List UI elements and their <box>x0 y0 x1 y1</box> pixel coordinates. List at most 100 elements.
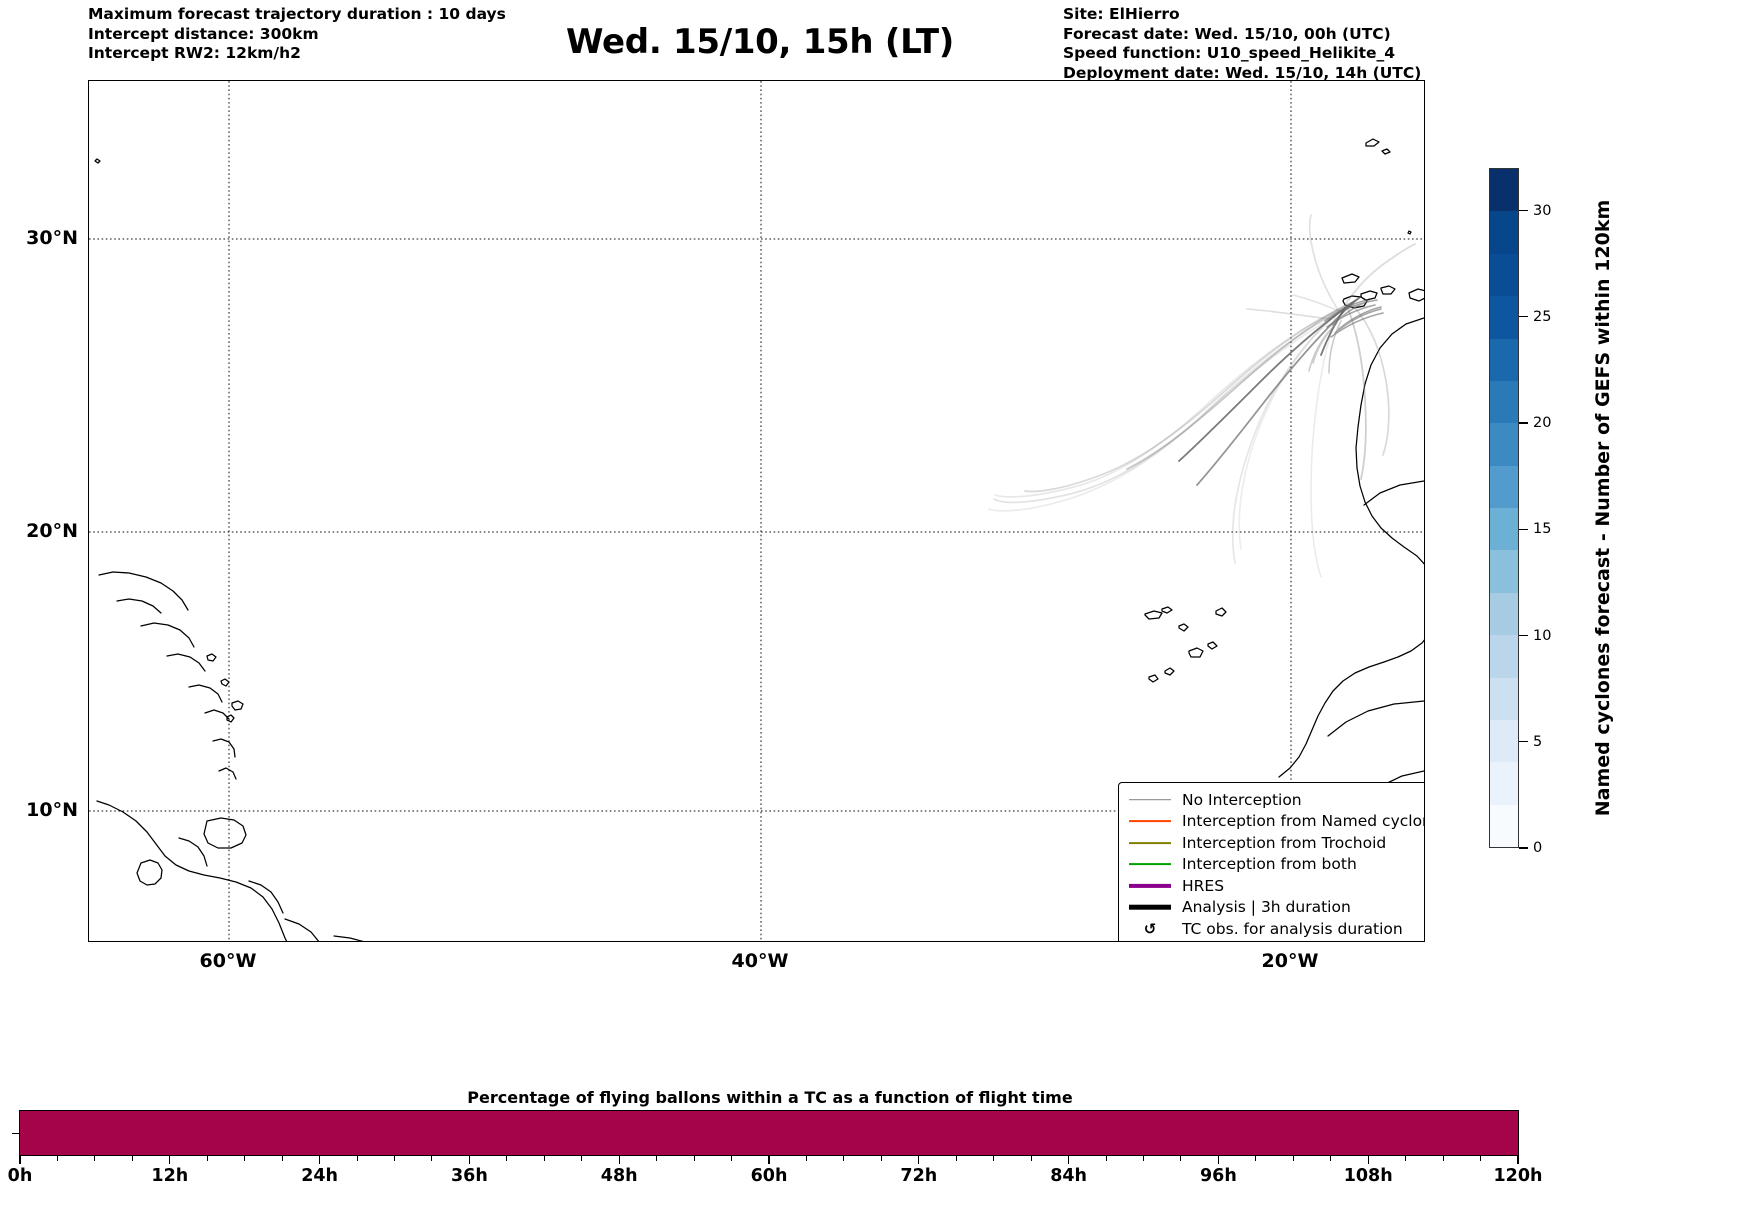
percentage-bar-tick-label: 48h <box>600 1166 638 1186</box>
percentage-bar-fill <box>20 1111 1518 1155</box>
percentage-bar-minor-tick <box>393 1156 396 1161</box>
map-xtick-label: 40°W <box>731 950 789 972</box>
legend-swatch-line <box>1129 793 1171 807</box>
colorbar-title: Named cyclones forecast - Number of GEFS… <box>1592 199 1614 817</box>
percentage-bar-tick <box>19 1156 21 1164</box>
percentage-bar-tick-label: 120h <box>1493 1166 1543 1186</box>
percentage-bar-minor-tick <box>581 1156 583 1161</box>
map-legend: No Interception Interception from Named … <box>1118 782 1424 941</box>
percentage-bar-minor-tick <box>843 1156 845 1161</box>
legend-row[interactable]: Analysis | 3h duration <box>1129 897 1417 919</box>
colorbar-tick <box>1519 741 1528 743</box>
coastlines <box>94 138 1424 941</box>
legend-row[interactable]: ↺ TC obs. for analysis duration <box>1129 918 1417 940</box>
colorbar-tick <box>1519 209 1528 212</box>
percentage-bar-ytick <box>12 1133 20 1135</box>
percentage-bar-tick-label: 60h <box>750 1166 788 1186</box>
legend-label: Interception from Named cyclone <box>1182 812 1425 831</box>
percentage-bar-minor-tick <box>731 1156 733 1161</box>
legend-label: No Interception <box>1182 790 1302 809</box>
percentage-bar-minor-tick <box>693 1156 695 1161</box>
colorbar-segment <box>1490 423 1518 466</box>
header-right-info: Site: ElHierro Forecast date: Wed. 15/10… <box>1063 5 1422 82</box>
colorbar-segment <box>1490 508 1518 551</box>
percentage-bar-tick <box>169 1156 171 1164</box>
colorbar-segment <box>1490 592 1518 636</box>
colorbar-tick-label: 0 <box>1533 840 1543 856</box>
percentage-bar-minor-tick <box>94 1156 96 1161</box>
legend-row[interactable]: Interception from Trochoid <box>1129 832 1417 854</box>
percentage-bar-minor-tick <box>1180 1156 1182 1161</box>
colorbar-tick <box>1519 528 1528 530</box>
legend-row[interactable]: Interception from both <box>1129 854 1417 876</box>
page-title: Wed. 15/10, 15h (LT) <box>566 22 954 62</box>
map-xtick-label: 60°W <box>199 950 257 972</box>
percentage-bar-tick-label: 0h <box>7 1166 33 1186</box>
percentage-bar-tick <box>468 1156 471 1164</box>
colorbar-segment <box>1490 380 1518 424</box>
percentage-bar-minor-tick <box>244 1156 246 1161</box>
colorbar-tick-label: 5 <box>1533 733 1543 750</box>
colorbar-tick-label: 30 <box>1533 202 1552 219</box>
percentage-bar-minor-tick <box>356 1156 358 1161</box>
map-xtick-label: 20°W <box>1261 950 1319 972</box>
colorbar-segment <box>1490 296 1518 339</box>
colorbar-segment <box>1490 465 1518 508</box>
percentage-bar-tick <box>918 1156 920 1164</box>
legend-row[interactable]: No Interception <box>1129 789 1417 811</box>
percentage-bar-tick <box>1367 1156 1369 1164</box>
map-plot-area[interactable]: No Interception Interception from Named … <box>88 80 1425 942</box>
percentage-bar-minor-tick <box>1030 1156 1032 1161</box>
percentage-bar-minor-tick <box>993 1156 995 1161</box>
percentage-bar-axes[interactable] <box>19 1110 1519 1156</box>
percentage-bar-minor-tick <box>1442 1156 1444 1161</box>
cyclone-icon: ↺ <box>1143 919 1157 938</box>
legend-swatch-line <box>1129 900 1171 914</box>
colorbar-tick-label: 20 <box>1533 415 1552 431</box>
colorbar-tick <box>1519 316 1528 318</box>
colorbar-segment <box>1490 677 1518 720</box>
percentage-bar-tick-label: 108h <box>1343 1166 1393 1186</box>
map-ytick-label: 10°N <box>26 799 78 821</box>
percentage-bar-minor-tick <box>281 1156 283 1161</box>
legend-label: TC obs. for analysis duration <box>1182 919 1403 938</box>
colorbar[interactable]: 0 5 10 15 20 25 30 <box>1489 168 1551 856</box>
percentage-bar-minor-tick <box>1405 1156 1407 1161</box>
legend-label: Interception from both <box>1182 855 1357 874</box>
percentage-bar-minor-tick <box>206 1156 208 1161</box>
colorbar-segment <box>1490 804 1518 847</box>
colorbar-segment <box>1490 635 1518 678</box>
percentage-bar-title: Percentage of flying ballons within a TC… <box>467 1088 1073 1107</box>
colorbar-segment <box>1490 762 1518 805</box>
percentage-bar-minor-tick <box>880 1156 882 1161</box>
percentage-bar-tick-label: 96h <box>1199 1166 1237 1186</box>
colorbar-segment <box>1490 253 1518 297</box>
colorbar-tick-label: 10 <box>1533 627 1552 644</box>
colorbar-segment <box>1490 550 1518 593</box>
percentage-bar-tick <box>1217 1156 1220 1164</box>
percentage-bar-minor-tick <box>1330 1156 1332 1161</box>
percentage-bar-minor-tick <box>56 1156 58 1161</box>
percentage-bar-minor-tick <box>955 1156 957 1161</box>
legend-swatch-line <box>1129 836 1171 850</box>
colorbar-segment <box>1490 719 1518 763</box>
percentage-bar-minor-tick <box>805 1156 807 1161</box>
percentage-bar-tick-label: 72h <box>900 1166 938 1186</box>
legend-swatch-line <box>1129 857 1171 871</box>
legend-label: Interception from Trochoid <box>1182 833 1387 852</box>
percentage-bar-minor-tick <box>656 1156 658 1161</box>
legend-row[interactable]: Interception from Named cyclone <box>1129 811 1424 833</box>
percentage-bar-tick <box>618 1156 620 1164</box>
legend-row[interactable]: HRES <box>1129 875 1417 897</box>
trajectory-lines <box>988 214 1416 578</box>
percentage-bar-minor-tick <box>431 1156 433 1161</box>
gridlines <box>89 81 1424 941</box>
percentage-bar-tick <box>1517 1156 1519 1164</box>
percentage-bar-minor-tick <box>1105 1156 1107 1161</box>
percentage-bar-tick-label: 84h <box>1050 1166 1087 1186</box>
legend-swatch-line <box>1129 879 1171 893</box>
percentage-bar-tick <box>768 1156 770 1164</box>
percentage-bar-tick <box>1067 1156 1070 1164</box>
colorbar-tick-label: 25 <box>1533 308 1552 325</box>
percentage-bar-minor-tick <box>506 1156 508 1161</box>
